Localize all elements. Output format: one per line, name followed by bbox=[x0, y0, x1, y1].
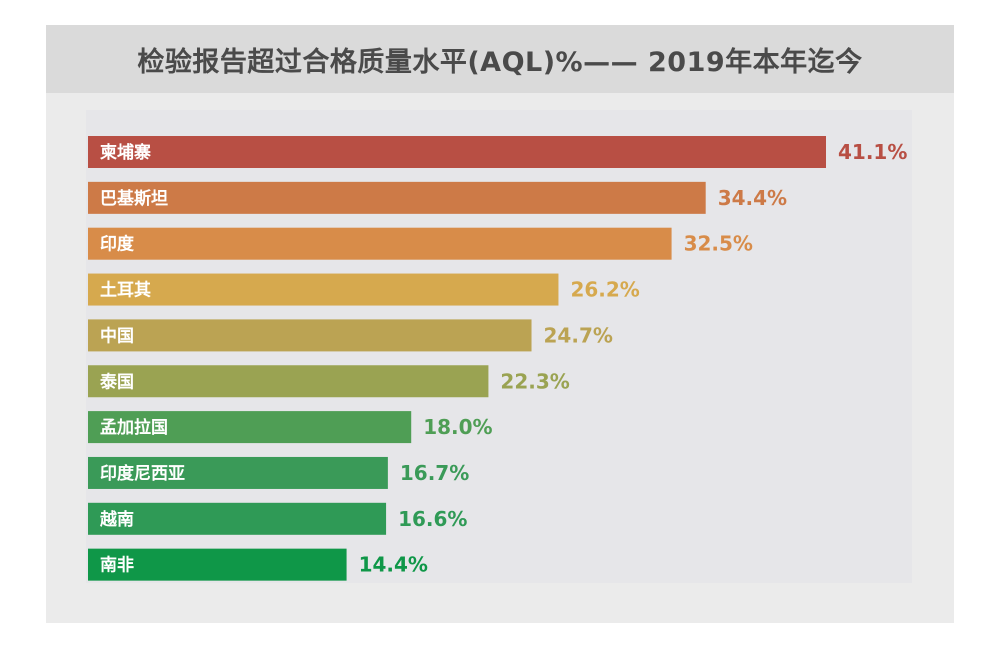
bar bbox=[88, 227, 672, 260]
category-label: 柬埔寨 bbox=[100, 142, 151, 163]
category-label: 印度尼西亚 bbox=[100, 463, 185, 484]
bar-row: 越南 16.6% bbox=[88, 502, 467, 535]
category-label: 南非 bbox=[100, 555, 134, 576]
category-label: 泰国 bbox=[100, 371, 134, 392]
bar-row: 巴基斯坦 34.4% bbox=[88, 181, 787, 214]
bar bbox=[88, 548, 347, 581]
category-label: 孟加拉国 bbox=[100, 417, 168, 438]
chart-title: 检验报告超过合格质量水平(AQL)%—— 2019年本年迄今 bbox=[137, 46, 863, 78]
bar-row: 中国 24.7% bbox=[88, 319, 613, 352]
value-label: 24.7% bbox=[544, 323, 613, 347]
value-label: 18.0% bbox=[423, 415, 492, 439]
bar-row: 柬埔寨 41.1% bbox=[88, 136, 907, 168]
value-label: 26.2% bbox=[570, 278, 639, 302]
bar-row: 南非 14.4% bbox=[88, 548, 428, 581]
value-label: 41.1% bbox=[838, 140, 907, 164]
bar bbox=[88, 273, 559, 306]
title-bar: 检验报告超过合格质量水平(AQL)%—— 2019年本年迄今 bbox=[46, 25, 954, 93]
category-label: 中国 bbox=[100, 325, 134, 346]
bar bbox=[88, 456, 388, 489]
bar bbox=[88, 181, 706, 214]
bar bbox=[88, 319, 532, 352]
bar bbox=[88, 365, 489, 398]
value-label: 16.6% bbox=[398, 507, 467, 531]
bar-row: 印度 32.5% bbox=[88, 227, 753, 260]
bar-row: 泰国 22.3% bbox=[88, 365, 570, 398]
category-label: 越南 bbox=[99, 509, 134, 530]
bar bbox=[88, 136, 826, 168]
bar bbox=[88, 411, 412, 444]
value-label: 34.4% bbox=[718, 186, 787, 210]
category-label: 巴基斯坦 bbox=[100, 188, 168, 209]
bar-row: 印度尼西亚 16.7% bbox=[88, 456, 469, 489]
value-label: 16.7% bbox=[400, 461, 469, 485]
category-label: 土耳其 bbox=[100, 280, 151, 301]
bar-row: 土耳其 26.2% bbox=[88, 273, 640, 306]
bar-row: 孟加拉国 18.0% bbox=[88, 411, 493, 444]
category-label: 印度 bbox=[100, 234, 135, 255]
value-label: 22.3% bbox=[500, 369, 569, 393]
value-label: 14.4% bbox=[359, 553, 428, 577]
value-label: 32.5% bbox=[684, 232, 753, 256]
bar bbox=[88, 502, 387, 535]
